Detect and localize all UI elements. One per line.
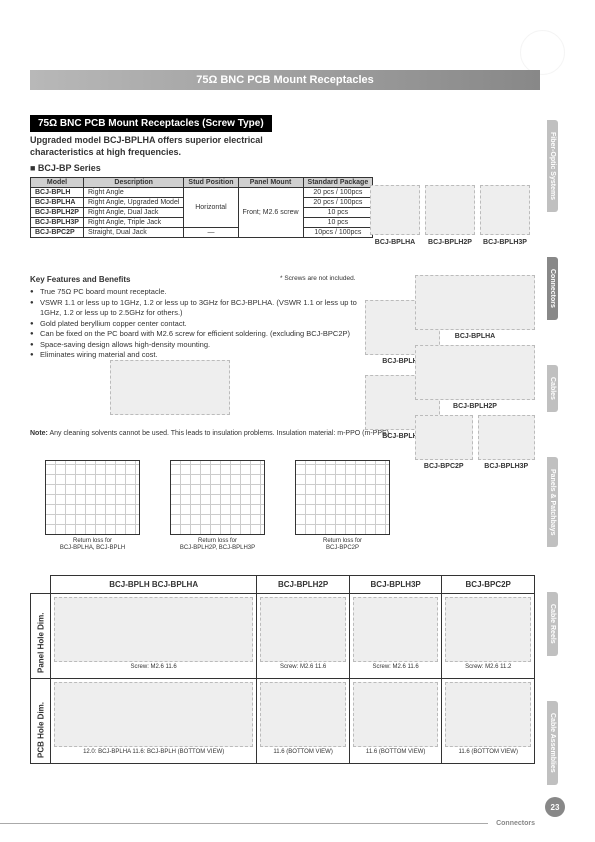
dim-caption: 11.6 (BOTTOM VIEW) [445, 749, 531, 756]
chart-label: Return loss for BCJ-BPLHA, BCJ-BPLH [45, 538, 140, 552]
chart-label: Return loss for BCJ-BPC2P [295, 538, 390, 552]
note-body: Any cleaning solvents cannot be used. Th… [49, 430, 389, 437]
product-label: BCJ-BPLHA [370, 239, 420, 246]
feature-item: Eliminates wiring material and cost. [30, 350, 370, 361]
screw-note: * Screws are not included. [280, 275, 356, 282]
footer-divider [0, 823, 488, 824]
tech-drawing [415, 345, 535, 400]
dim-row-label: PCB Hole Dim. [31, 679, 51, 764]
feature-item: VSWR 1.1 or less up to 1GHz, 1.2 or less… [30, 298, 370, 319]
product-label: BCJ-BPLH3P [480, 239, 530, 246]
pcb-hole-drawing [445, 682, 531, 747]
return-loss-chart: Return loss for BCJ-BPLHA, BCJ-BPLH [45, 460, 140, 552]
tech-drawing [415, 275, 535, 330]
table-row: BCJ-BPLH Right Angle Horizontal Front; M… [31, 188, 373, 198]
side-nav-tabs: Fiber-Optic Systems Connectors Cables Pa… [547, 120, 575, 830]
panel-hole-drawing [353, 597, 439, 662]
col-description: Description [83, 178, 183, 188]
pcb-hole-drawing [54, 682, 253, 747]
note-label: Note: [30, 430, 48, 437]
dim-caption: Screw: M2.6 11.6 [54, 664, 253, 671]
technical-drawings: BCJ-BPLHA BCJ-BPLH2P BCJ-BPC2P BCJ-BPLH3… [415, 275, 535, 475]
dim-row-label: Panel Hole Dim. [31, 594, 51, 679]
dim-col-header: BCJ-BPC2P [442, 576, 535, 594]
pcb-hole-drawing [260, 682, 346, 747]
feature-item: Gold plated beryllium copper center cont… [30, 319, 370, 330]
page-number: 23 [545, 797, 565, 817]
dim-col-header: BCJ-BPLH2P [257, 576, 350, 594]
col-package: Standard Package [303, 178, 373, 188]
side-tab[interactable]: Cable Assemblies [547, 701, 558, 785]
pcb-hole-drawing [353, 682, 439, 747]
panel-hole-drawing [54, 597, 253, 662]
upgrade-line1: Upgraded model BCJ-BPLHA offers superior… [30, 135, 263, 147]
page-header: 75Ω BNC PCB Mount Receptacles [30, 70, 540, 90]
decorative-circle [520, 30, 565, 75]
feature-item: True 75Ω PC board mount receptacle. [30, 287, 370, 298]
feature-item: Can be fixed on the PC board with M2.6 s… [30, 329, 370, 340]
side-tab[interactable]: Cables [547, 365, 558, 412]
table-header-row: Model Description Stud Position Panel Mo… [31, 178, 373, 188]
product-photo [480, 185, 530, 235]
panel-hole-drawing [260, 597, 346, 662]
dim-caption: 11.6 (BOTTOM VIEW) [353, 749, 439, 756]
dim-caption: 12.0: BCJ-BPLHA 11.6: BCJ-BPLH (BOTTOM V… [54, 749, 253, 756]
section-title: 75Ω BNC PCB Mount Receptacles (Screw Typ… [30, 115, 272, 132]
return-loss-chart: Return loss for BCJ-BPLH2P, BCJ-BPLH3P [170, 460, 265, 552]
upgrade-line2: characteristics at high frequencies. [30, 147, 263, 159]
series-title: ■ BCJ-BP Series [30, 163, 101, 173]
side-tab[interactable]: Connectors [547, 257, 558, 320]
side-tab[interactable]: Panels & Patchbays [547, 457, 558, 548]
chart-plot [45, 460, 140, 535]
side-tab[interactable]: Fiber-Optic Systems [547, 120, 558, 212]
panel-hole-drawing [445, 597, 531, 662]
dim-caption: 11.6 (BOTTOM VIEW) [260, 749, 346, 756]
spec-table: Model Description Stud Position Panel Mo… [30, 177, 373, 238]
dimension-table: BCJ-BPLH BCJ-BPLHA BCJ-BPLH2P BCJ-BPLH3P… [30, 575, 535, 764]
dim-caption: Screw: M2.6 11.6 [260, 664, 346, 671]
tech-drawing [478, 415, 536, 460]
chart-plot [170, 460, 265, 535]
col-panel: Panel Mount [238, 178, 303, 188]
dim-col-header: BCJ-BPLH BCJ-BPLHA [51, 576, 257, 594]
drawing-label: BCJ-BPLH2P [415, 403, 535, 410]
page-header-title: 75Ω BNC PCB Mount Receptacles [196, 74, 374, 86]
table-row: BCJ-BPC2P Straight, Dual Jack — 10pcs / … [31, 228, 373, 238]
features-heading: Key Features and Benefits [30, 275, 130, 284]
note-text: Note: Any cleaning solvents cannot be us… [30, 430, 389, 437]
drawing-label: BCJ-BPLH3P [478, 463, 536, 470]
feature-item: Space-saving design allows high-density … [30, 340, 370, 351]
col-model: Model [31, 178, 84, 188]
side-tab[interactable]: Cable Reels [547, 592, 558, 656]
footer-label: Connectors [496, 820, 535, 827]
product-label: BCJ-BPLH2P [425, 239, 475, 246]
drawing-label: BCJ-BPLHA [415, 333, 535, 340]
product-photo [425, 185, 475, 235]
dim-caption: Screw: M2.6 11.2 [445, 664, 531, 671]
dim-col-header: BCJ-BPLH3P [349, 576, 442, 594]
charts-row: Return loss for BCJ-BPLHA, BCJ-BPLH Retu… [45, 460, 390, 552]
chart-label: Return loss for BCJ-BPLH2P, BCJ-BPLH3P [170, 538, 265, 552]
drawing-label: BCJ-BPC2P [415, 463, 473, 470]
chart-plot [295, 460, 390, 535]
dimension-table-container: BCJ-BPLH BCJ-BPLHA BCJ-BPLH2P BCJ-BPLH3P… [30, 575, 535, 764]
dim-caption: Screw: M2.6 11.6 [353, 664, 439, 671]
feature-list: True 75Ω PC board mount receptacle. VSWR… [30, 287, 370, 361]
upgrade-text: Upgraded model BCJ-BPLHA offers superior… [30, 135, 263, 158]
return-loss-chart: Return loss for BCJ-BPC2P [295, 460, 390, 552]
assembly-diagram [110, 360, 230, 415]
product-photo [370, 185, 420, 235]
tech-drawing [415, 415, 473, 460]
footer: Connectors [0, 820, 535, 827]
col-stud: Stud Position [184, 178, 238, 188]
product-images-row: BCJ-BPLHA BCJ-BPLH2P BCJ-BPLH3P [365, 185, 535, 248]
